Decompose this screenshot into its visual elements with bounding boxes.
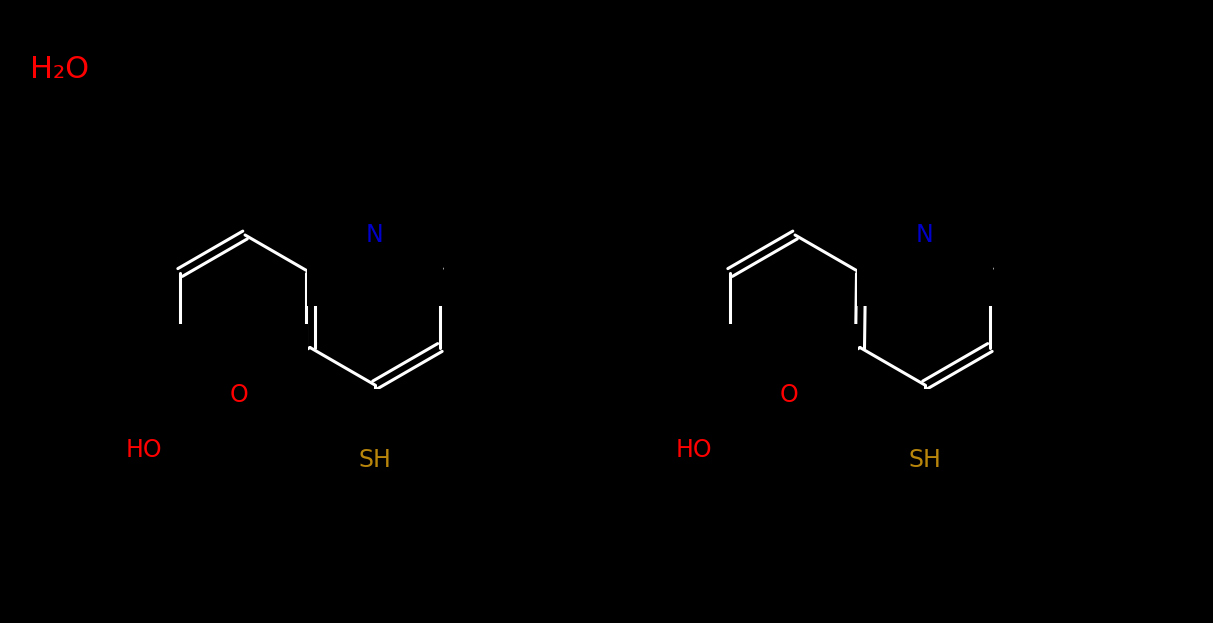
Text: N: N — [916, 223, 934, 247]
Text: H₂O: H₂O — [30, 55, 89, 84]
Text: O: O — [780, 383, 799, 407]
Text: N: N — [366, 223, 383, 247]
Text: SH: SH — [909, 448, 941, 472]
Text: HO: HO — [125, 438, 163, 462]
Text: S: S — [200, 438, 215, 462]
Text: O: O — [748, 502, 767, 526]
Text: SH: SH — [359, 448, 392, 472]
Text: O: O — [230, 383, 249, 407]
Text: S: S — [750, 438, 765, 462]
Text: HO: HO — [676, 438, 712, 462]
Text: O: O — [198, 502, 217, 526]
